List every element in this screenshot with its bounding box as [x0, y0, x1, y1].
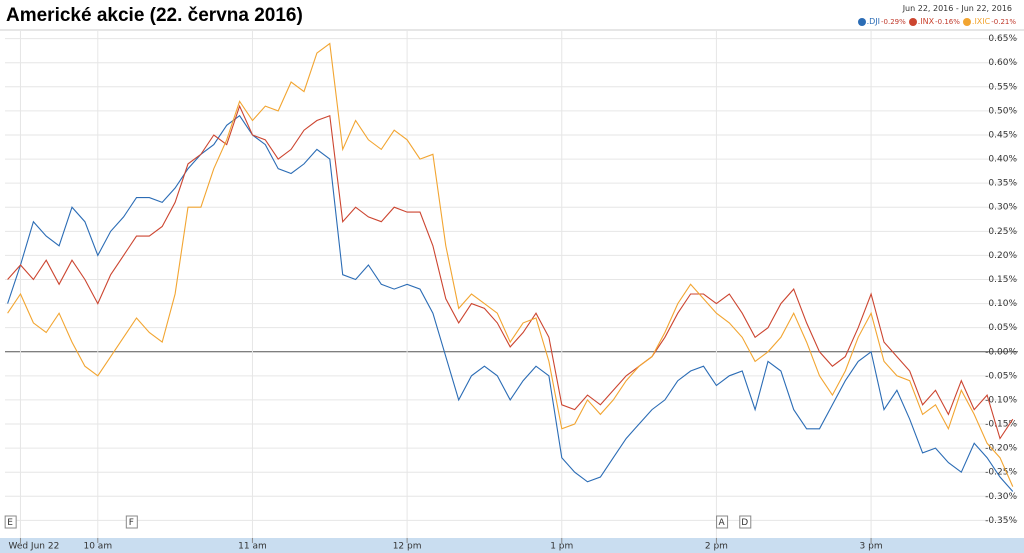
x-tick-label: 10 am — [83, 542, 112, 552]
y-tick-label: -0.35% — [985, 516, 1017, 526]
series-line — [7, 114, 1014, 492]
legend-change: -0.29% — [881, 17, 906, 26]
series-line — [7, 42, 1014, 487]
y-tick-label: -0.20% — [985, 444, 1017, 454]
event-box — [125, 515, 138, 529]
legend-swatch — [908, 17, 917, 26]
y-tick-label: 0.15% — [988, 275, 1017, 285]
legend-label: .DJI — [866, 17, 880, 26]
y-tick-label: -0.15% — [985, 420, 1017, 430]
x-tick-label: Wed Jun 22 — [8, 542, 59, 552]
event-marker: D — [739, 515, 752, 529]
legend-change: -0.16% — [935, 17, 960, 26]
event-marker: E — [4, 515, 17, 529]
y-tick-label: 0.35% — [988, 179, 1017, 189]
x-tick-label: 11 am — [238, 542, 267, 552]
y-tick-label: -0.10% — [985, 395, 1017, 405]
date-range: Jun 22, 2016 - Jun 22, 2016 — [902, 4, 1012, 13]
y-tick-label: -0.05% — [985, 371, 1017, 381]
legend: .DJI -0.29% .INX -0.16% .IXIC -0.21% — [857, 17, 1016, 26]
y-tick-label: 0.10% — [988, 299, 1017, 309]
legend-label: .IXIC — [971, 17, 991, 26]
legend-item[interactable]: .INX -0.16% — [908, 17, 960, 26]
event-box — [739, 515, 752, 529]
y-tick-label: 0.30% — [988, 203, 1017, 213]
y-tick-label: -0.25% — [985, 468, 1017, 478]
event-marker: F — [125, 515, 138, 529]
y-tick-label: 0.20% — [988, 251, 1017, 261]
legend-swatch — [962, 17, 971, 26]
event-marker: A — [716, 515, 729, 529]
legend-label: .INX — [917, 17, 935, 26]
legend-item[interactable]: .DJI -0.29% — [857, 17, 906, 26]
x-axis-band — [0, 538, 1024, 553]
chart-title: Americké akcie (22. června 2016) — [6, 5, 303, 26]
event-label: E — [7, 518, 13, 528]
y-tick-label: 0.45% — [988, 130, 1017, 140]
y-tick-label: 0.40% — [988, 155, 1017, 165]
legend-change: -0.21% — [991, 17, 1016, 26]
series-line — [7, 104, 1014, 440]
event-box — [716, 515, 729, 529]
x-tick-label: 3 pm — [860, 542, 883, 552]
legend-item[interactable]: .IXIC -0.21% — [962, 17, 1016, 26]
y-tick-label: 0.05% — [988, 323, 1017, 333]
y-tick-label: 0.60% — [988, 58, 1017, 68]
y-tick-label: -0.00% — [985, 347, 1017, 357]
event-label: A — [718, 518, 725, 528]
event-label: F — [129, 518, 134, 528]
x-tick-label: 1 pm — [550, 542, 573, 552]
y-tick-label: 0.50% — [988, 106, 1017, 116]
y-tick-label: -0.30% — [985, 492, 1017, 502]
event-label: D — [741, 518, 748, 528]
event-box — [4, 515, 17, 529]
x-tick-label: 2 pm — [705, 542, 728, 552]
y-tick-label: 0.55% — [988, 82, 1017, 92]
legend-swatch — [857, 17, 866, 26]
y-tick-label: 0.65% — [988, 34, 1017, 44]
x-tick-label: 12 pm — [393, 542, 422, 552]
y-tick-label: 0.25% — [988, 227, 1017, 237]
